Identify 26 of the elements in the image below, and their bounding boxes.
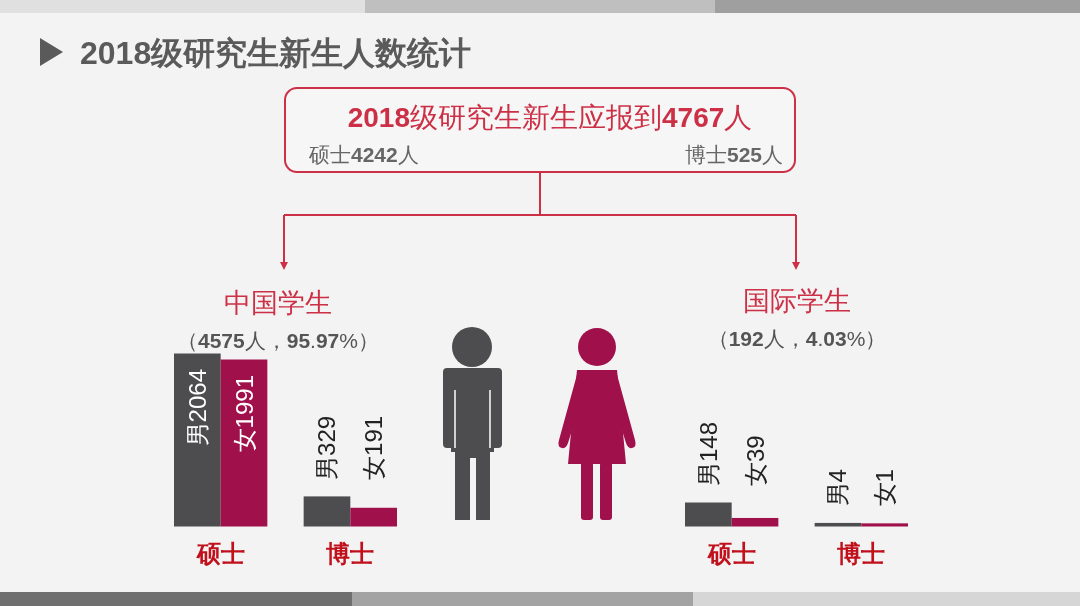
text: 2018级研究生新生应报到4767人 [347, 102, 753, 133]
data-label: 男4 [824, 469, 852, 507]
data-label: 男148 [694, 421, 722, 486]
text: 2018级研究生新生人数统计 [80, 35, 472, 71]
chart-title: 中国学生 [224, 288, 332, 318]
text: 硕士4242人 [308, 143, 419, 166]
data-label: 男2064 [183, 369, 211, 447]
bar [303, 496, 351, 527]
chart-subtitle: （4575人，95.97%） [177, 329, 379, 352]
x-tick-label: 硕士 [195, 540, 245, 567]
bar [685, 502, 732, 527]
x-tick-label: 博士 [325, 540, 375, 567]
x-tick-label: 博士 [836, 540, 886, 567]
data-label: 女1 [871, 469, 899, 507]
bar [220, 359, 268, 527]
data-label: 女1991 [230, 375, 258, 453]
bar [350, 507, 397, 527]
text: 博士525人 [684, 143, 783, 166]
data-label: 女191 [360, 415, 388, 480]
chart-title: 国际学生 [743, 286, 851, 316]
chart-subtitle: （192人，4.03%） [707, 327, 887, 350]
x-tick-label: 硕士 [706, 540, 756, 567]
data-label: 男329 [313, 415, 341, 480]
bar [731, 517, 779, 527]
bar [174, 353, 221, 527]
data-label: 女39 [741, 435, 769, 486]
